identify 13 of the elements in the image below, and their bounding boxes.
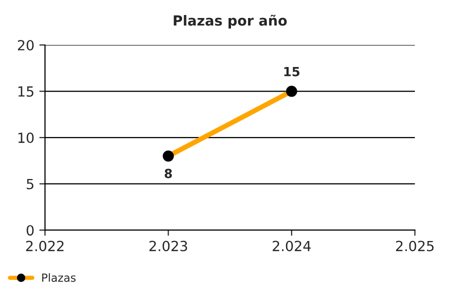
y-tick-label: 5 — [26, 178, 34, 190]
y-tick-label: 20 — [18, 40, 34, 50]
x-tick-label: 2.025 — [396, 240, 434, 252]
x-tick-label: 2.023 — [149, 240, 188, 252]
x-tick-label: 2.024 — [272, 240, 311, 252]
chart-title: Plazas por año — [174, 14, 287, 28]
x-tick-label: 2.022 — [26, 240, 64, 252]
y-tick-label: 15 — [18, 86, 34, 97]
y-tick-label: 0 — [26, 225, 34, 236]
data-label: 15 — [284, 67, 300, 76]
legend-label: Plazas — [42, 273, 76, 282]
data-label: 8 — [164, 168, 172, 178]
y-tick-label: 10 — [18, 132, 34, 144]
